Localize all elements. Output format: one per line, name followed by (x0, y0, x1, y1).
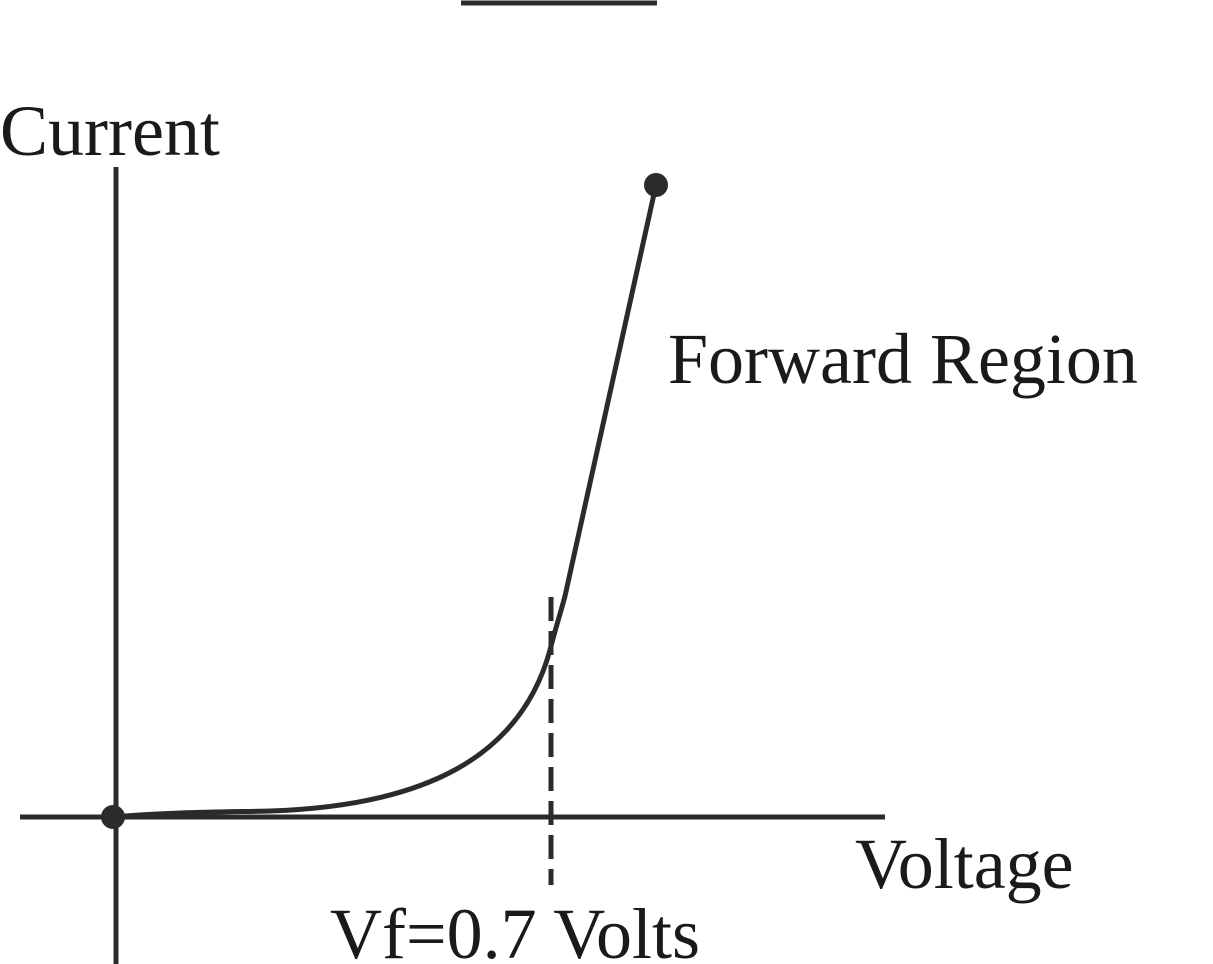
threshold-label: Vf=0.7 Volts (330, 894, 700, 964)
origin-dot (101, 805, 125, 829)
iv-curve (112, 184, 659, 820)
end-dot (644, 173, 668, 197)
region-label: Forward Region (668, 319, 1138, 399)
y-axis-label: Current (0, 91, 220, 171)
x-axis-label: Voltage (855, 824, 1074, 904)
